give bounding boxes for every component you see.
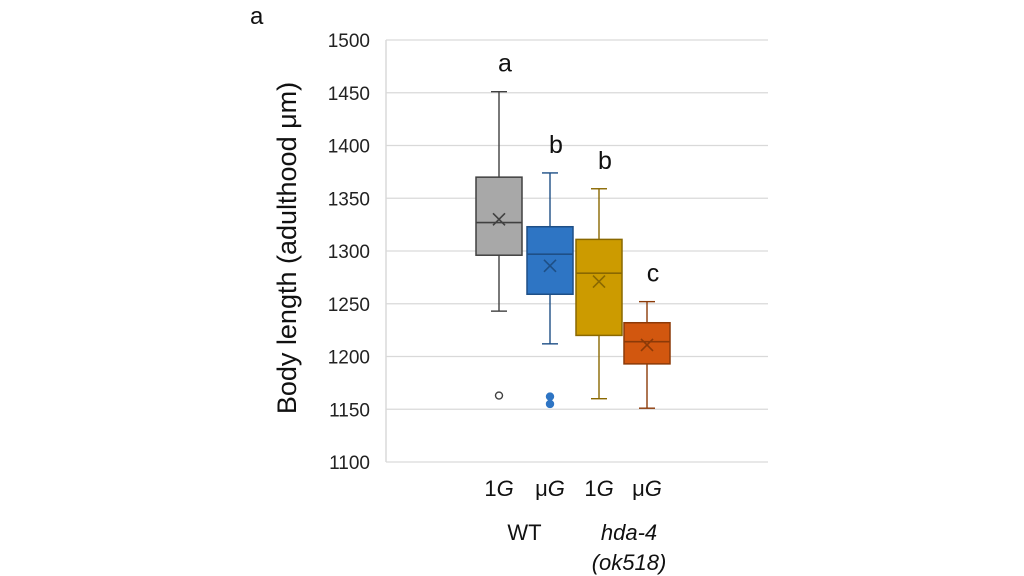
mean-marker bbox=[640, 338, 654, 352]
box-iqr bbox=[526, 225, 574, 296]
mean-marker bbox=[492, 212, 506, 226]
outlier-point bbox=[545, 392, 555, 401]
category-letter: G bbox=[548, 476, 565, 501]
y-axis-ticks: 1100 1150 1200 1250 1300 1350 1400 1450 1500 bbox=[328, 31, 370, 474]
mean-marker bbox=[543, 259, 557, 273]
category-prefix: μ bbox=[535, 476, 548, 501]
category-prefix: 1 bbox=[584, 476, 596, 501]
category-label: 1G bbox=[484, 476, 513, 501]
mean-marker-stroke bbox=[543, 259, 557, 273]
group-label: WT bbox=[507, 520, 541, 545]
y-tick-label: 1400 bbox=[328, 137, 370, 158]
y-axis-label: Body length (adulthood μm) bbox=[272, 82, 302, 414]
box-3: b bbox=[575, 147, 623, 400]
category-letter: G bbox=[497, 476, 514, 501]
outlier-point bbox=[545, 399, 555, 409]
group-label: (ok518) bbox=[592, 550, 667, 575]
category-label: μG bbox=[535, 476, 565, 501]
panel-label: a bbox=[250, 3, 264, 30]
category-prefix: μ bbox=[632, 476, 645, 501]
category-letter: G bbox=[597, 476, 614, 501]
box-2: b bbox=[526, 131, 574, 409]
box-iqr bbox=[475, 176, 523, 256]
y-tick-label: 1450 bbox=[328, 84, 370, 105]
y-tick-label: 1350 bbox=[328, 189, 370, 210]
box-4: c bbox=[623, 260, 671, 409]
box-iqr bbox=[575, 238, 623, 337]
y-tick-label: 1200 bbox=[328, 348, 370, 369]
category-label: μG bbox=[632, 476, 662, 501]
outlier-point bbox=[494, 391, 504, 400]
category-label: 1G bbox=[584, 476, 613, 501]
boxes: a b b c bbox=[475, 50, 671, 409]
y-tick-label: 1100 bbox=[329, 453, 370, 474]
significance-letter: b bbox=[549, 131, 563, 159]
box-1: a bbox=[475, 50, 523, 400]
y-tick-label: 1250 bbox=[328, 295, 370, 316]
significance-letter: b bbox=[598, 147, 612, 175]
mean-marker-stroke bbox=[640, 338, 654, 352]
y-tick-label: 1300 bbox=[328, 242, 370, 263]
mean-marker-stroke bbox=[592, 275, 606, 289]
significance-letter: a bbox=[498, 50, 512, 78]
group-label: hda-4 bbox=[601, 520, 657, 545]
mean-marker-stroke bbox=[492, 212, 506, 226]
box-iqr bbox=[623, 321, 671, 365]
y-tick-label: 1500 bbox=[328, 31, 370, 52]
category-prefix: 1 bbox=[484, 476, 496, 501]
category-letter: G bbox=[645, 476, 662, 501]
significance-letter: c bbox=[647, 260, 660, 288]
mean-marker bbox=[592, 275, 606, 289]
y-tick-label: 1150 bbox=[329, 400, 370, 421]
